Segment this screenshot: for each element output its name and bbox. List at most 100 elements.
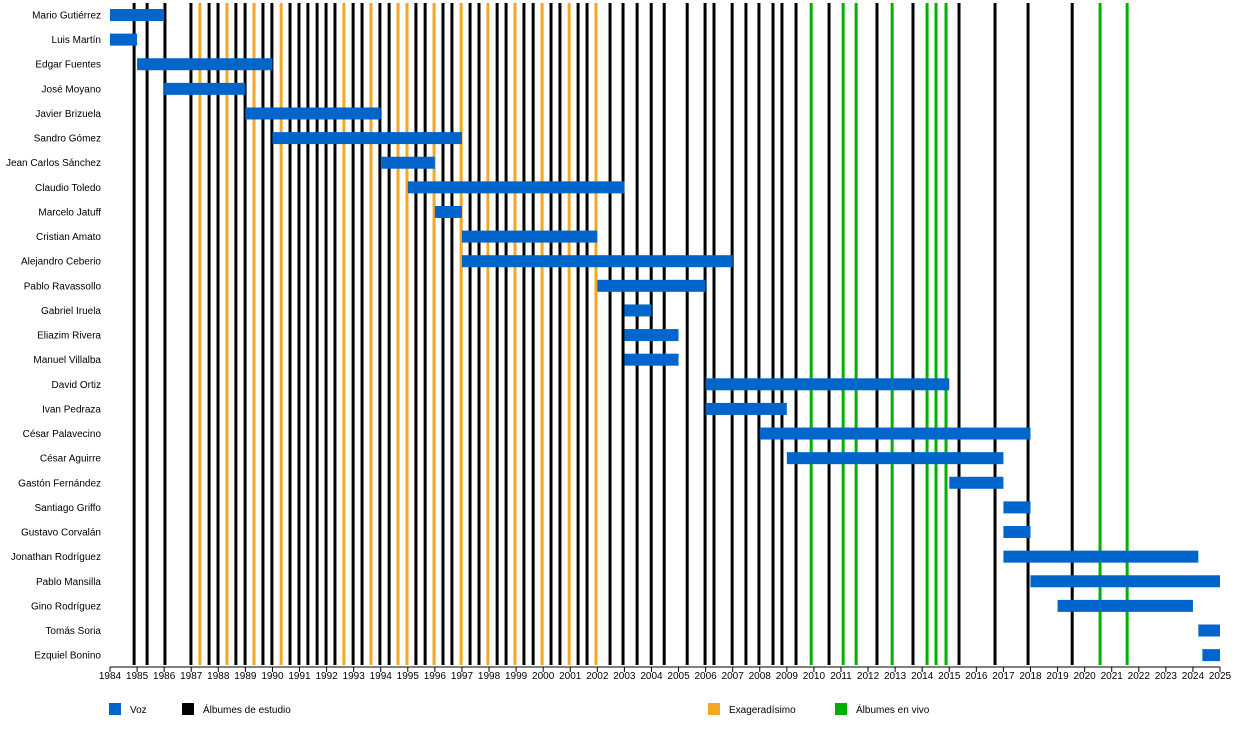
legend-swatch-voice (109, 703, 121, 715)
member-label: Gino Rodríguez (31, 601, 101, 612)
x-tick-label: 2010 (803, 671, 826, 682)
member-bar (1057, 599, 1193, 612)
member-label: Sandro Gómez (34, 134, 101, 145)
x-tick-label: 2015 (938, 671, 961, 682)
member-label: Santiago Griffo (34, 503, 101, 514)
x-tick-label: 2024 (1182, 671, 1205, 682)
member-label: Cristian Amato (36, 232, 101, 243)
legend-swatch-studio (182, 703, 194, 715)
member-labels: Mario Gutiérrez Luis Martín Edgar Fuentes J… (6, 11, 102, 662)
member-label: Gustavo Corvalán (21, 528, 101, 539)
x-tick-label: 2020 (1074, 671, 1097, 682)
member-label: César Aguirre (40, 454, 102, 465)
member-bar (461, 230, 598, 243)
x-tick-label: 2025 (1209, 671, 1232, 682)
x-tick-label: 1985 (126, 671, 149, 682)
member-bar (705, 402, 787, 415)
member-label: Edgar Fuentes (35, 60, 101, 71)
legend-label-exageradisimo: Exageradísimo (729, 705, 796, 716)
member-bar (164, 82, 246, 95)
x-tick-label: 1990 (261, 671, 284, 682)
member-bar (624, 329, 679, 342)
x-tick-label: 1998 (478, 671, 501, 682)
member-label: Gastón Fernández (18, 478, 101, 489)
member-bar (461, 255, 733, 268)
x-tick-label: 1999 (505, 671, 528, 682)
x-tick-label: 1997 (451, 671, 474, 682)
legend-label-voice: Voz (130, 705, 147, 716)
member-bar (624, 304, 652, 317)
x-tick-label: 1988 (207, 671, 230, 682)
member-label: Luis Martín (52, 35, 101, 46)
member-label: Gabriel Iruela (41, 306, 101, 317)
member-bar (137, 58, 273, 71)
x-tick-label: 2003 (613, 671, 636, 682)
member-label: Javier Brizuela (35, 109, 101, 120)
x-tick-label: 1994 (370, 671, 393, 682)
member-bar (1030, 575, 1220, 588)
member-bar (245, 107, 381, 120)
x-axis: 1984 1985 1986 1987 1988 1989 1990 1991 1992 1993… (99, 666, 1232, 682)
member-label: Alejandro Ceberio (21, 257, 101, 268)
x-tick-label: 2004 (640, 671, 663, 682)
member-bar (1003, 501, 1031, 514)
member-label: Manuel Villalba (33, 355, 101, 366)
member-bar (1202, 649, 1220, 662)
member-bars (110, 9, 1220, 662)
x-tick-label: 2006 (694, 671, 717, 682)
x-tick-label: 2017 (992, 671, 1015, 682)
member-label: Mario Gutiérrez (32, 11, 101, 22)
member-label: Eliazim Rivera (37, 331, 101, 342)
member-label: David Ortiz (52, 380, 101, 391)
member-label: José Moyano (42, 84, 102, 95)
member-label: Pablo Mansilla (36, 577, 101, 588)
x-tick-label: 1996 (424, 671, 447, 682)
legend: Voz Álbumes de estudio Exageradísimo Álbume… (109, 703, 930, 716)
legend-swatch-live (835, 703, 847, 715)
member-label: Jean Carlos Sánchez (6, 158, 101, 169)
x-tick-label: 1986 (153, 671, 176, 682)
x-tick-label: 1987 (180, 671, 203, 682)
member-label: Ezquiel Bonino (34, 651, 101, 662)
legend-label-live: Álbumes en vivo (856, 703, 930, 716)
x-tick-label: 2005 (667, 671, 690, 682)
x-tick-label: 1995 (397, 671, 420, 682)
x-tick-label: 2023 (1155, 671, 1178, 682)
member-label: Ivan Pedraza (42, 404, 101, 415)
x-tick-label: 2019 (1046, 671, 1069, 682)
member-label: Pablo Ravassollo (24, 281, 102, 292)
member-bar (380, 156, 435, 169)
member-bar (272, 132, 462, 145)
x-tick-label: 2009 (776, 671, 799, 682)
member-bar (624, 353, 679, 366)
x-tick-label: 2001 (559, 671, 582, 682)
x-tick-label: 2007 (722, 671, 745, 682)
x-tick-label: 2014 (911, 671, 934, 682)
member-bar (597, 279, 706, 292)
x-tick-label: 2013 (884, 671, 907, 682)
member-bar (786, 452, 1004, 465)
x-tick-label: 1993 (343, 671, 366, 682)
x-tick-label: 1989 (234, 671, 257, 682)
member-bar (110, 9, 165, 21)
member-bar (1003, 526, 1031, 539)
member-bar (1003, 550, 1199, 563)
x-tick-label: 2002 (586, 671, 609, 682)
legend-label-studio: Álbumes de estudio (203, 703, 291, 716)
member-bar (705, 378, 950, 391)
x-tick-label: 1992 (315, 671, 338, 682)
member-bar (759, 427, 1031, 440)
x-tick-label: 2016 (965, 671, 988, 682)
member-label: Marcelo Jatuff (38, 207, 101, 218)
member-bar (949, 476, 1004, 489)
member-bar (407, 181, 625, 194)
member-label: Jonathan Rodríguez (11, 552, 101, 563)
member-label: Tomás Soria (45, 626, 101, 637)
x-tick-label: 2022 (1128, 671, 1151, 682)
member-label: Claudio Toledo (35, 183, 101, 194)
x-tick-label: 2008 (749, 671, 772, 682)
legend-swatch-exageradisimo (708, 703, 720, 715)
member-bar (434, 205, 462, 218)
x-tick-label: 2000 (532, 671, 555, 682)
member-label: César Palavecino (23, 429, 102, 440)
